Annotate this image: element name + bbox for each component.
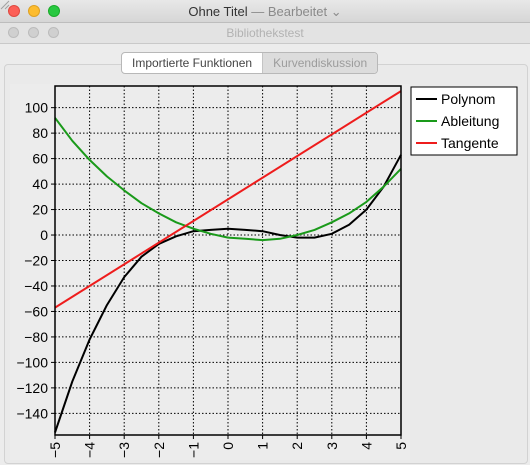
y-tick-label: −140: [16, 405, 48, 421]
y-tick-label: 20: [32, 202, 48, 218]
y-tick-label: 0: [40, 227, 48, 243]
edited-status[interactable]: — Bearbeitet ⌄: [251, 4, 342, 19]
resize-grip-icon[interactable]: [0, 0, 10, 10]
y-tick-label: −80: [24, 329, 48, 345]
series-line-tangente: [54, 90, 402, 309]
minimize-window-button[interactable]: [28, 5, 40, 17]
legend-label: Ableitung: [441, 113, 499, 129]
window-title[interactable]: Ohne Titel — Bearbeitet ⌄: [0, 4, 530, 20]
close-window-button[interactable]: [8, 5, 20, 17]
series-line-ableitung: [54, 117, 402, 242]
y-axis-ticks: −140 −120 −100 −80 −60 −40 −20 0 20 40 60 80 100: [16, 100, 55, 421]
inner-minimize-button[interactable]: [28, 27, 39, 38]
x-axis-ticks: −5 −4 −3 −2 −1 0 1 2 3 4 5: [47, 435, 409, 458]
x-tick-label: −1: [185, 442, 201, 458]
plot-background: [10, 84, 410, 460]
zoom-window-button[interactable]: [48, 5, 60, 17]
x-tick-label: 4: [358, 442, 374, 450]
legend-label: Polynom: [441, 91, 495, 107]
x-tick-label: 5: [393, 442, 409, 450]
y-tick-label: 100: [25, 100, 49, 116]
x-tick-label: 3: [324, 442, 340, 450]
x-tick-label: 2: [289, 442, 305, 450]
segmented-tab-control: Importierte Funktionen Kurvendiskussion: [121, 52, 379, 74]
inner-window-bar: Bibliothekstest: [0, 23, 530, 44]
tab-kurvendiskussion[interactable]: Kurvendiskussion: [262, 53, 378, 73]
x-tick-label: −3: [116, 442, 132, 458]
inner-zoom-button[interactable]: [48, 27, 59, 38]
x-tick-label: −2: [151, 442, 167, 458]
y-tick-label: 40: [32, 176, 48, 192]
x-tick-label: 1: [255, 442, 271, 450]
inner-close-button[interactable]: [8, 27, 19, 38]
tab-importierte-funktionen[interactable]: Importierte Funktionen: [132, 56, 253, 70]
series-line-polynom: [54, 154, 402, 433]
inner-window-title: Bibliothekstest: [226, 26, 304, 40]
title-bar[interactable]: Ohne Titel — Bearbeitet ⌄: [0, 0, 530, 23]
y-tick-label: −20: [24, 253, 48, 269]
y-tick-label: 80: [32, 125, 48, 141]
y-tick-label: 60: [32, 151, 48, 167]
legend-label: Tangente: [441, 135, 499, 151]
x-tick-label: −5: [47, 442, 63, 458]
x-tick-label: 0: [220, 442, 236, 450]
legend: Polynom Ableitung Tangente: [410, 86, 518, 156]
y-tick-label: −60: [24, 303, 48, 319]
x-tick-label: −4: [82, 442, 98, 458]
window-title-text: Ohne Titel: [188, 4, 248, 19]
plot-curves: [54, 90, 402, 433]
y-tick-label: −40: [24, 278, 48, 294]
y-tick-label: −100: [16, 354, 48, 370]
y-tick-label: −120: [16, 380, 48, 396]
